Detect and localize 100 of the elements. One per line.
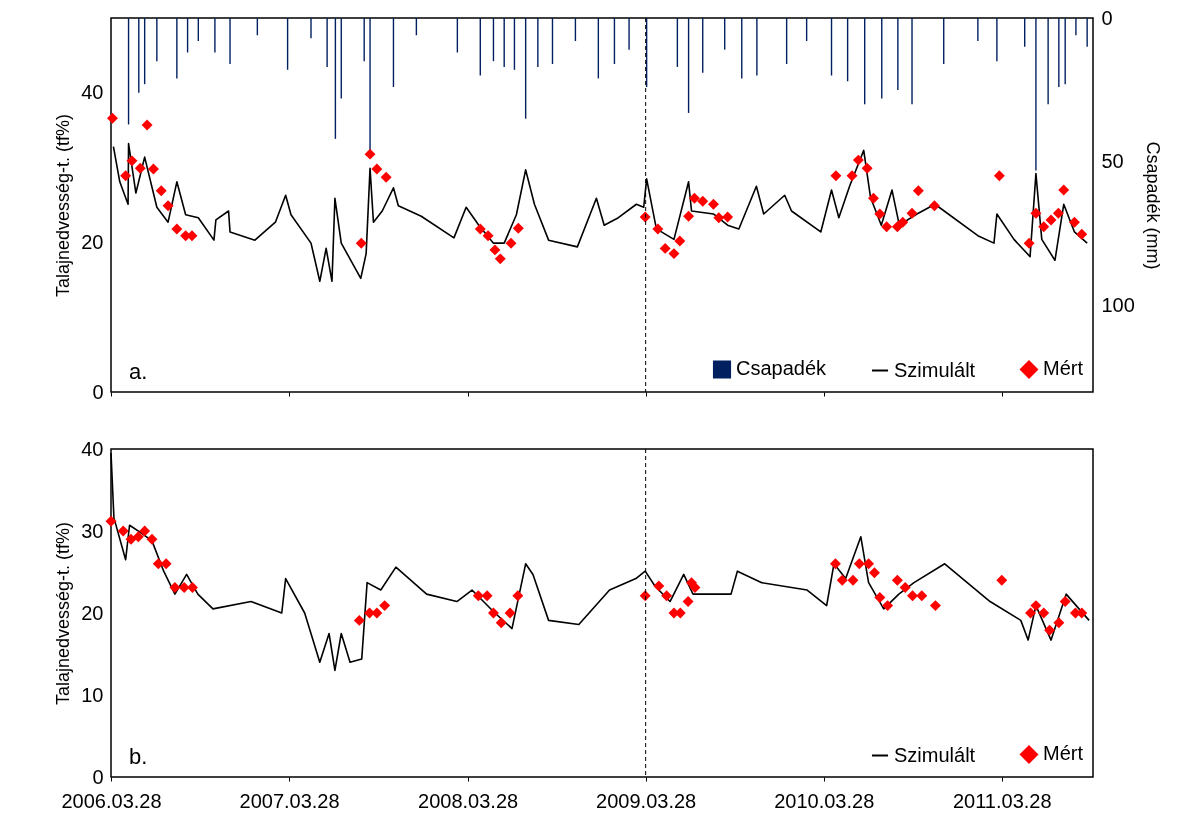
point [504,607,516,619]
point [874,591,886,603]
point [380,171,392,183]
point [117,525,129,537]
point [139,525,151,537]
point [1068,216,1080,228]
point [1045,214,1057,226]
y-tick-label: 20 [81,601,104,624]
point [1053,617,1065,629]
point [147,163,159,175]
point [881,221,893,233]
point [829,558,841,570]
legend-label: Csapadék [736,357,828,380]
point [697,195,709,207]
x-tick-label: 2011.03.28 [952,789,1052,812]
point [868,192,879,204]
point [1058,184,1070,196]
point [1044,624,1056,636]
point [489,244,501,256]
point [863,558,875,570]
point [683,210,695,222]
y-tick-label: 20 [81,230,104,253]
legend-label: Mért [1043,357,1084,380]
point [993,170,1005,182]
x-tick-label: 2010.03.28 [774,789,875,812]
point [830,170,842,182]
point [688,192,700,204]
point [1030,207,1042,219]
point [912,185,924,197]
point [134,162,146,174]
point [929,600,941,612]
point [120,170,132,182]
x-tick-label: 2009.03.28 [596,789,697,812]
point [371,163,383,175]
annotation: a. [129,359,148,384]
point [891,574,903,586]
point [1076,228,1088,240]
point [1052,207,1064,219]
x-tick-label: 2006.03.28 [61,789,162,812]
point [661,590,673,602]
point [907,590,918,602]
point [1059,596,1071,607]
point [472,590,484,602]
point [512,590,524,602]
point [106,112,118,124]
point [495,617,507,629]
point [668,248,680,260]
point [874,208,886,220]
point [916,590,928,602]
point [353,614,365,626]
point [882,600,894,612]
point [899,582,911,594]
point [512,222,524,234]
x-tick-label: 2007.03.28 [239,789,340,812]
point [689,582,701,594]
point [653,580,665,592]
point [482,230,494,242]
point [852,154,864,166]
y2-tick-label: 50 [1101,150,1124,173]
point [364,148,376,160]
point [474,223,486,235]
legend-label: Mért [1043,742,1084,765]
point [713,212,725,224]
point [707,198,719,210]
point [494,253,506,265]
point [379,600,391,612]
annotation: b. [129,744,148,769]
point [1030,600,1042,612]
point [682,596,694,607]
y-tick-label: 40 [81,437,104,460]
y-tick-label: 0 [92,380,104,403]
point [132,531,144,543]
point [1023,237,1035,249]
point [847,574,859,586]
point [355,237,367,249]
point [846,170,858,182]
y2-axis-title: Csapadék (mm) [1142,141,1163,270]
point [169,582,181,594]
y-axis-title: Talajnedvesség-t. (tf%) [53,113,74,298]
point [155,185,167,197]
y-tick-label: 30 [81,519,104,542]
point [481,590,493,602]
point [171,223,183,235]
point [141,119,153,131]
point [906,207,918,219]
y2-tick-label: 0 [1101,6,1113,29]
point [126,155,138,167]
point [897,216,909,228]
point [861,162,873,174]
point [178,582,190,594]
point [639,211,651,223]
point [162,200,174,212]
point [891,221,903,233]
y-tick-label: 10 [81,683,104,706]
point [146,533,158,545]
point [1038,221,1050,233]
point [652,223,664,235]
point [125,533,137,545]
y-tick-label: 40 [81,81,104,104]
point [105,515,117,527]
